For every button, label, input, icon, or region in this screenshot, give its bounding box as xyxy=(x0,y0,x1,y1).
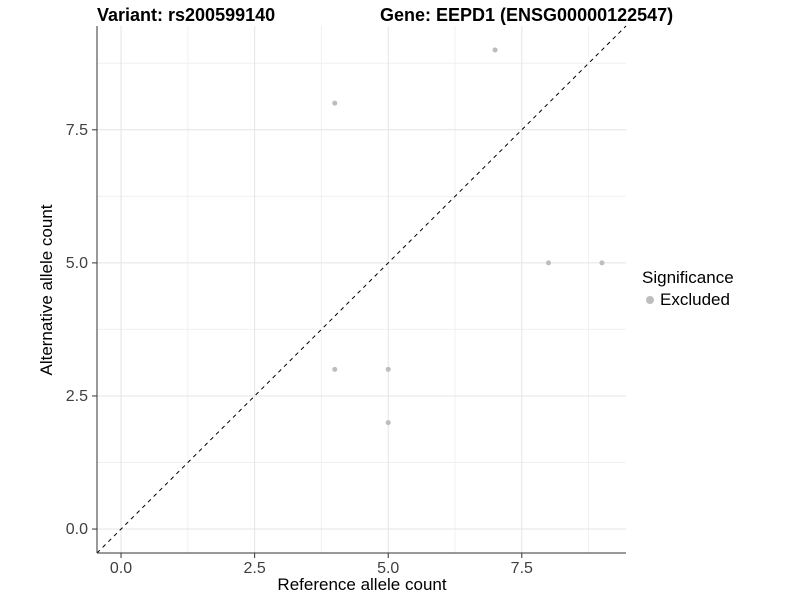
plot-title-gene: Gene: EEPD1 (ENSG00000122547) xyxy=(380,5,674,25)
svg-text:2.5: 2.5 xyxy=(66,388,88,405)
svg-text:7.5: 7.5 xyxy=(66,122,88,139)
legend: Significance Excluded xyxy=(642,267,734,311)
svg-text:7.5: 7.5 xyxy=(511,560,533,577)
svg-text:5.0: 5.0 xyxy=(66,255,88,272)
svg-text:2.5: 2.5 xyxy=(244,560,266,577)
legend-title: Significance xyxy=(642,268,734,287)
x-axis-title: Reference allele count xyxy=(277,575,447,594)
plot-title-variant: Variant: rs200599140 xyxy=(97,5,276,25)
svg-text:5.0: 5.0 xyxy=(377,560,399,577)
svg-text:0.0: 0.0 xyxy=(110,560,132,577)
svg-text:0.0: 0.0 xyxy=(66,521,88,538)
legend-item-label: Excluded xyxy=(660,290,730,309)
legend-item-excluded: Excluded xyxy=(642,289,734,311)
legend-point-icon xyxy=(646,296,654,304)
